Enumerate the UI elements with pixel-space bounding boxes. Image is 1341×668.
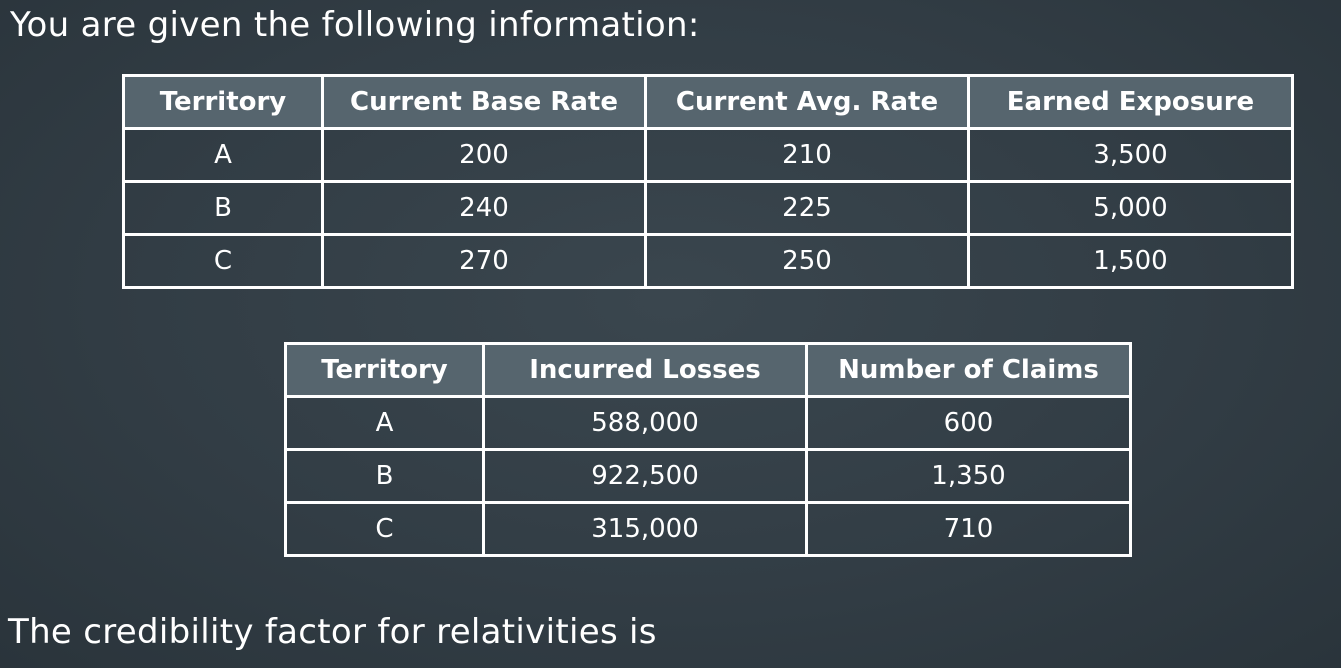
losses-claims-table: Territory Incurred Losses Number of Clai… xyxy=(284,342,1132,557)
cell-base-rate: 200 xyxy=(321,127,647,183)
table-row: B 240 225 5,000 xyxy=(122,180,1294,236)
header-current-base-rate: Current Base Rate xyxy=(321,74,647,130)
cell-territory: C xyxy=(284,501,485,557)
cell-earned-exposure: 1,500 xyxy=(967,233,1294,289)
cell-territory: C xyxy=(122,233,324,289)
cell-number-of-claims: 600 xyxy=(805,395,1132,451)
header-territory: Territory xyxy=(284,342,485,398)
cell-incurred-losses: 922,500 xyxy=(482,448,808,504)
table-row: B 922,500 1,350 xyxy=(284,448,1132,504)
rates-exposure-table: Territory Current Base Rate Current Avg.… xyxy=(122,74,1294,289)
cell-base-rate: 270 xyxy=(321,233,647,289)
table-row: C 315,000 710 xyxy=(284,501,1132,557)
cell-base-rate: 240 xyxy=(321,180,647,236)
header-territory: Territory xyxy=(122,74,324,130)
header-number-of-claims: Number of Claims xyxy=(805,342,1132,398)
table-row: A 200 210 3,500 xyxy=(122,127,1294,183)
cell-number-of-claims: 710 xyxy=(805,501,1132,557)
cell-avg-rate: 250 xyxy=(644,233,970,289)
cell-territory: B xyxy=(284,448,485,504)
table-header-row: Territory Current Base Rate Current Avg.… xyxy=(122,74,1294,130)
table-row: C 270 250 1,500 xyxy=(122,233,1294,289)
header-current-avg-rate: Current Avg. Rate xyxy=(644,74,970,130)
table-row: A 588,000 600 xyxy=(284,395,1132,451)
table-header-row: Territory Incurred Losses Number of Clai… xyxy=(284,342,1132,398)
cell-incurred-losses: 315,000 xyxy=(482,501,808,557)
cell-avg-rate: 225 xyxy=(644,180,970,236)
cell-territory: B xyxy=(122,180,324,236)
cell-earned-exposure: 5,000 xyxy=(967,180,1294,236)
footer-text: The credibility factor for relativities … xyxy=(8,612,657,652)
cell-territory: A xyxy=(122,127,324,183)
cell-earned-exposure: 3,500 xyxy=(967,127,1294,183)
cell-number-of-claims: 1,350 xyxy=(805,448,1132,504)
cell-incurred-losses: 588,000 xyxy=(482,395,808,451)
header-earned-exposure: Earned Exposure xyxy=(967,74,1294,130)
cell-avg-rate: 210 xyxy=(644,127,970,183)
cell-territory: A xyxy=(284,395,485,451)
heading-text: You are given the following information: xyxy=(10,5,700,45)
header-incurred-losses: Incurred Losses xyxy=(482,342,808,398)
